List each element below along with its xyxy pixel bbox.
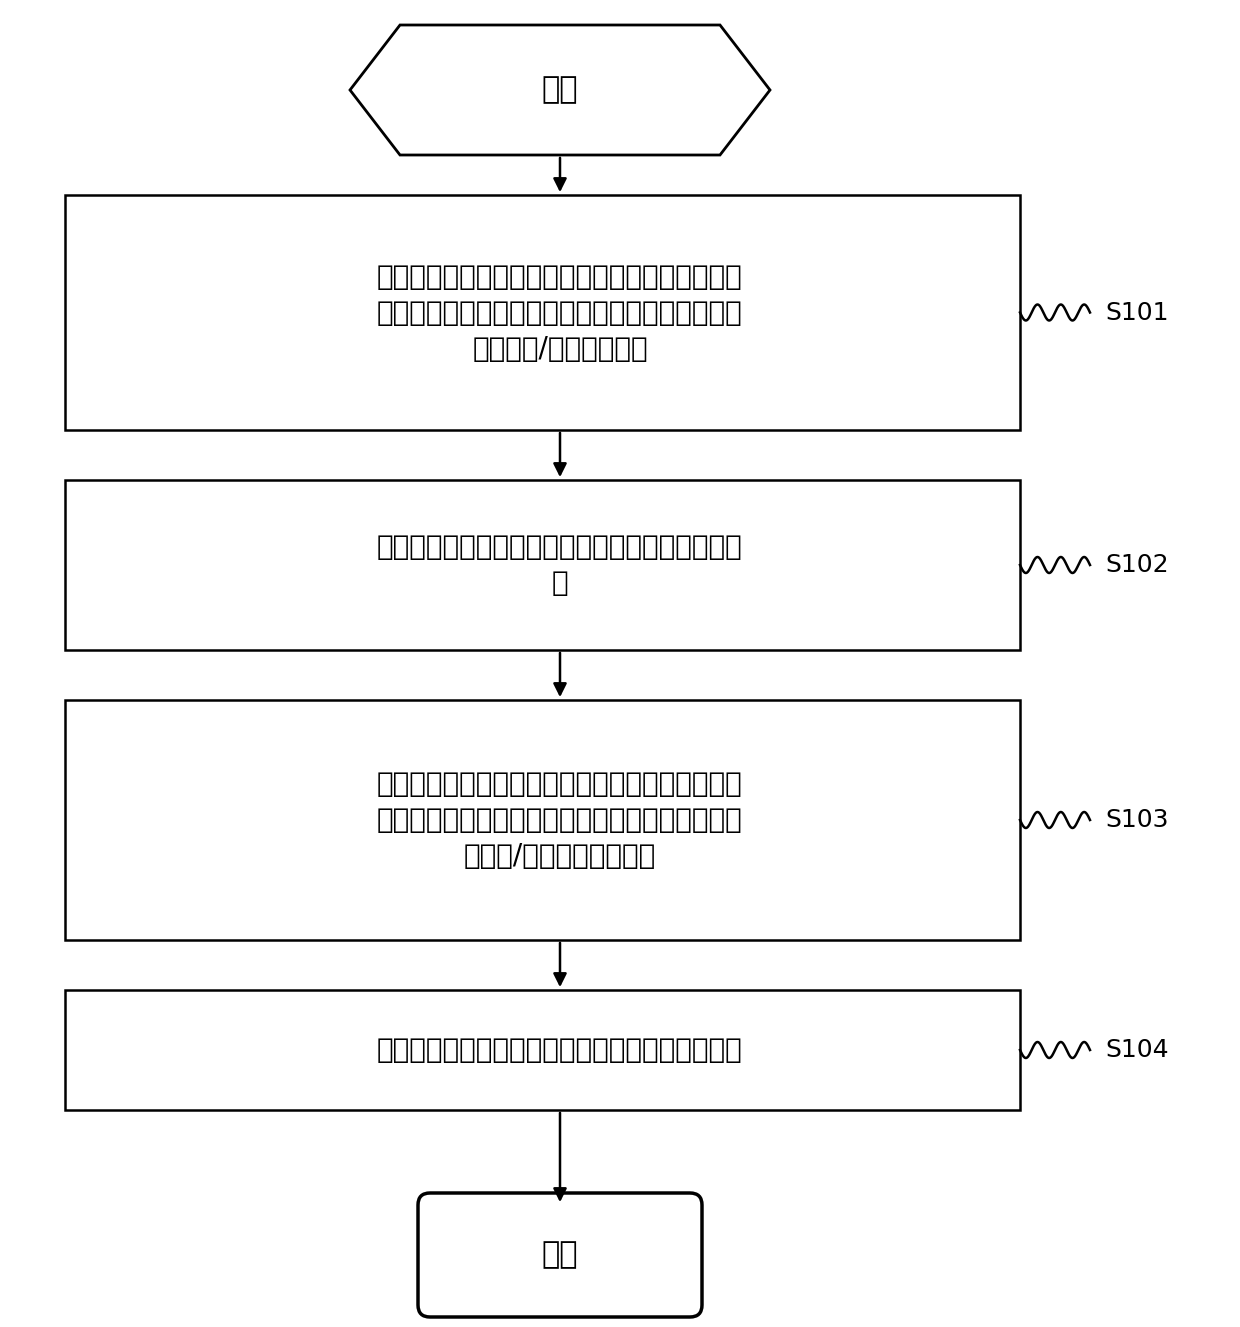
Text: S102: S102 (1105, 553, 1168, 577)
Text: 根据所述刻线位置，确定所述管路组件的焊装姿态: 根据所述刻线位置，确定所述管路组件的焊装姿态 (377, 1036, 743, 1064)
Text: S104: S104 (1105, 1038, 1168, 1062)
Polygon shape (350, 25, 770, 155)
Bar (64, 701, 1021, 940)
FancyBboxPatch shape (418, 1193, 702, 1316)
Text: S103: S103 (1105, 808, 1168, 832)
Text: 息: 息 (552, 569, 568, 597)
Bar (64, 990, 1021, 1109)
Text: 开始: 开始 (542, 76, 578, 105)
Text: 连接件和/或三通连接件: 连接件和/或三通连接件 (472, 334, 647, 362)
Text: 首端和/或末端的刻线位置: 首端和/或末端的刻线位置 (464, 843, 656, 871)
Text: 获取导管弯折时的送管量、旋转角度和弯折角度信: 获取导管弯折时的送管量、旋转角度和弯折角度信 (377, 533, 743, 561)
Text: 根据所述弯折时的送管量、旋转角度和弯折角度信: 根据所述弯折时的送管量、旋转角度和弯折角度信 (377, 770, 743, 798)
Text: 结束: 结束 (542, 1241, 578, 1270)
Bar (64, 195, 1021, 430)
Text: 位置姿态；其中，所述零件包括：导管，以及二通: 位置姿态；其中，所述零件包括：导管，以及二通 (377, 299, 743, 326)
Bar (64, 480, 1021, 650)
Text: 息及各零件的所述空间位置姿态，确定所述导管的: 息及各零件的所述空间位置姿态，确定所述导管的 (377, 805, 743, 833)
Text: 获取管路组件中每一零件在所述管路组件中的空间: 获取管路组件中每一零件在所述管路组件中的空间 (377, 263, 743, 291)
Text: S101: S101 (1105, 300, 1168, 325)
